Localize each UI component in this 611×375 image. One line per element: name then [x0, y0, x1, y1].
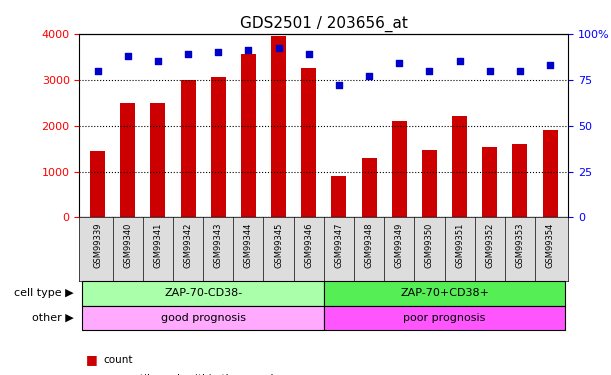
Point: [545, 62, 555, 68]
Text: GSM99341: GSM99341: [153, 223, 163, 268]
Text: percentile rank within the sample: percentile rank within the sample: [104, 374, 280, 375]
Text: cell type ▶: cell type ▶: [13, 288, 73, 298]
Text: poor prognosis: poor prognosis: [403, 313, 486, 323]
Text: GSM99344: GSM99344: [244, 223, 253, 268]
Point: [93, 68, 103, 74]
Bar: [422, 150, 437, 217]
Text: ZAP-70+CD38+: ZAP-70+CD38+: [400, 288, 489, 298]
Text: count: count: [104, 355, 133, 365]
Bar: [120, 103, 135, 218]
Point: [304, 51, 313, 57]
Text: ZAP-70-CD38-: ZAP-70-CD38-: [164, 288, 243, 298]
Point: [123, 53, 133, 59]
Title: GDS2501 / 203656_at: GDS2501 / 203656_at: [240, 16, 408, 32]
Text: GSM99346: GSM99346: [304, 223, 313, 268]
Text: GSM99345: GSM99345: [274, 223, 283, 268]
Bar: [271, 36, 286, 218]
Text: other ▶: other ▶: [32, 313, 73, 323]
Text: GSM99352: GSM99352: [485, 223, 494, 268]
Bar: [324, 281, 565, 306]
Point: [153, 58, 163, 64]
Text: GSM99348: GSM99348: [365, 223, 373, 268]
Text: ■: ■: [86, 354, 97, 366]
Point: [244, 47, 254, 53]
Text: GSM99350: GSM99350: [425, 223, 434, 268]
Bar: [180, 80, 196, 218]
Point: [425, 68, 434, 74]
Bar: [90, 151, 105, 217]
Point: [485, 68, 495, 74]
Bar: [241, 54, 256, 217]
Point: [455, 58, 464, 64]
Text: GSM99340: GSM99340: [123, 223, 132, 268]
Text: GSM99343: GSM99343: [214, 223, 223, 268]
Point: [274, 45, 284, 51]
Text: good prognosis: good prognosis: [161, 313, 246, 323]
Text: GSM99347: GSM99347: [334, 223, 343, 268]
Bar: [331, 176, 346, 218]
Point: [364, 73, 374, 79]
Bar: [543, 130, 558, 218]
Text: GSM99339: GSM99339: [93, 223, 102, 268]
Bar: [82, 306, 324, 330]
Text: GSM99353: GSM99353: [516, 223, 524, 268]
Point: [394, 60, 404, 66]
Bar: [301, 68, 316, 218]
Text: GSM99351: GSM99351: [455, 223, 464, 268]
Bar: [82, 281, 324, 306]
Text: GSM99342: GSM99342: [183, 223, 192, 268]
Bar: [513, 144, 527, 218]
Bar: [452, 116, 467, 218]
Bar: [362, 158, 376, 218]
Bar: [482, 147, 497, 218]
Bar: [324, 306, 565, 330]
Bar: [150, 103, 166, 218]
Point: [515, 68, 525, 74]
Point: [213, 49, 223, 55]
Bar: [392, 121, 407, 218]
Text: ■: ■: [86, 372, 97, 375]
Point: [183, 51, 193, 57]
Text: GSM99349: GSM99349: [395, 223, 404, 268]
Bar: [211, 77, 226, 218]
Point: [334, 82, 344, 88]
Text: GSM99354: GSM99354: [546, 223, 555, 268]
